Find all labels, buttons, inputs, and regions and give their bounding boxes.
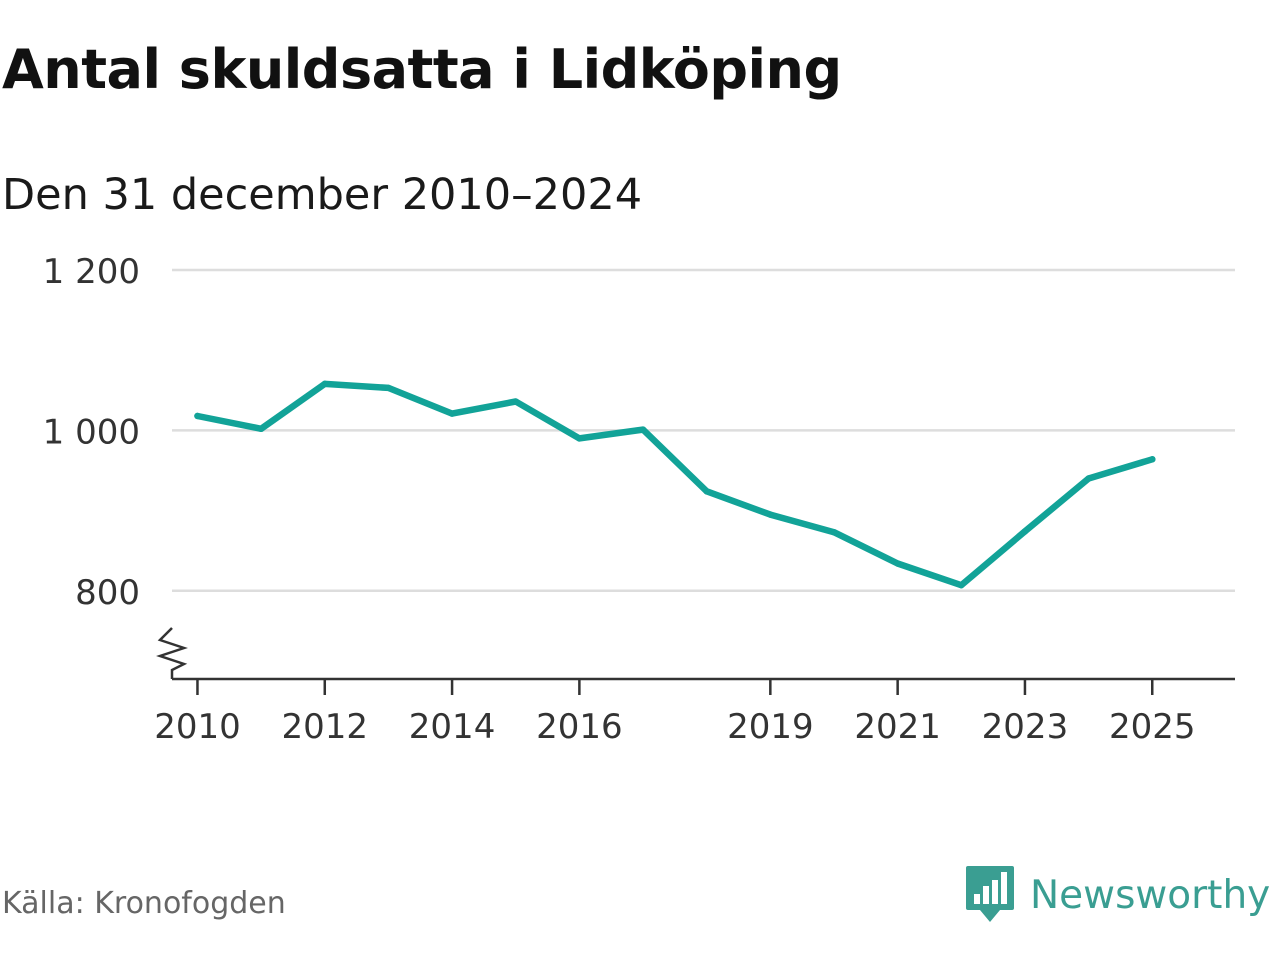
data-point	[194, 412, 201, 420]
x-tick-label: 2021	[854, 707, 941, 747]
axis-break-icon	[156, 627, 188, 679]
data-point	[257, 425, 265, 432]
data-point	[448, 410, 456, 417]
data-point	[958, 581, 965, 589]
data-point	[1021, 528, 1029, 535]
series-line	[194, 380, 1156, 589]
data-point	[767, 511, 774, 518]
data-point	[703, 488, 710, 495]
data-point	[639, 426, 647, 433]
data-point	[894, 560, 901, 567]
source-note: Källa: Kronofogden	[2, 886, 286, 921]
brand-name: Newsworthy	[1030, 872, 1271, 918]
chart-bubble-icon	[966, 866, 1014, 922]
data-point	[830, 529, 838, 536]
x-tick-label: 2025	[1109, 707, 1196, 747]
chart-subtitle: Den 31 december 2010–2024	[2, 170, 643, 220]
data-point	[385, 384, 392, 392]
data-point	[1149, 456, 1156, 463]
x-tick-label: 2019	[727, 707, 814, 747]
x-tick-label: 2016	[536, 707, 623, 747]
brand-logo: Newsworthy	[964, 864, 1270, 926]
x-tick-label: 2014	[409, 707, 496, 747]
x-tick-label: 2012	[282, 707, 369, 747]
x-tick-label: 2023	[982, 707, 1069, 747]
chart-title: Antal skuldsatta i Lidköping	[2, 38, 842, 101]
data-point	[321, 380, 328, 388]
x-tick-label: 2010	[154, 707, 241, 747]
data-point	[576, 435, 583, 442]
data-point	[512, 398, 519, 405]
data-point	[1085, 475, 1092, 482]
y-tick-label: 1 200	[43, 252, 140, 292]
y-tick-label: 1 000	[43, 412, 140, 452]
y-tick-label: 800	[75, 573, 140, 613]
